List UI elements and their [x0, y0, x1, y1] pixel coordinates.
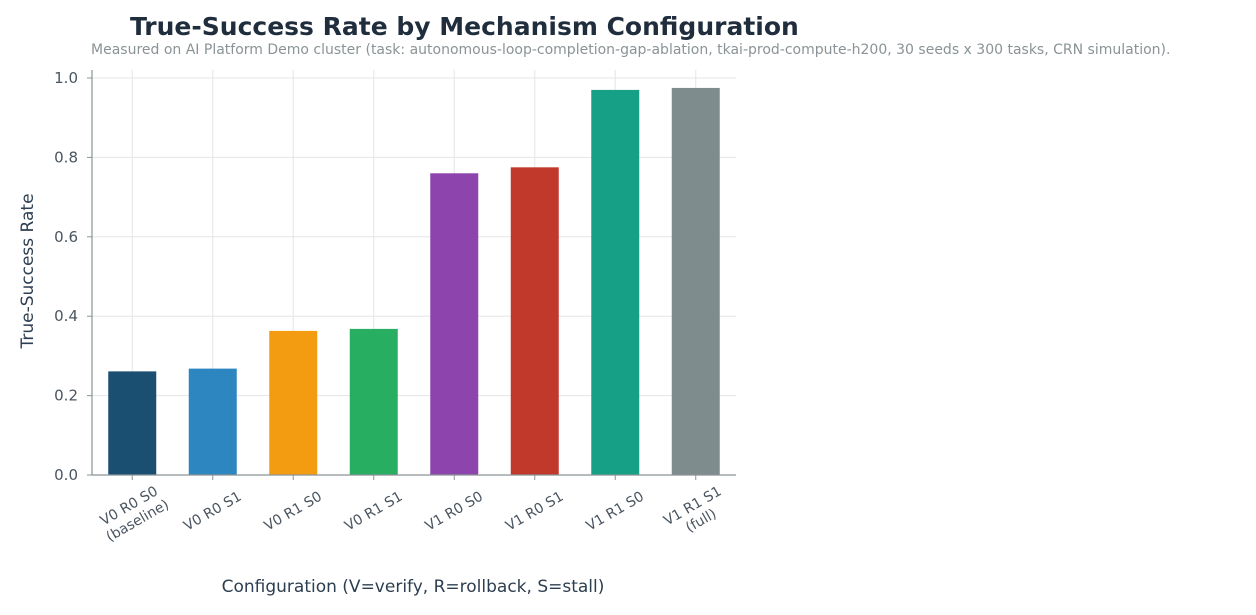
- chart-subtitle: Measured on AI Platform Demo cluster (ta…: [91, 42, 1171, 58]
- axes: [91, 70, 736, 476]
- y-tick-label: 1.0: [54, 69, 78, 87]
- bar: [269, 330, 318, 475]
- bars: [108, 87, 720, 476]
- bar: [349, 328, 398, 475]
- y-tick-label: 0.8: [54, 148, 78, 166]
- x-tick-label: V1 R1 S0: [584, 489, 647, 535]
- gridlines: [92, 70, 736, 476]
- bar: [188, 368, 237, 475]
- x-tick-label: V1 R1 S1(full): [661, 483, 733, 543]
- bar: [430, 173, 479, 475]
- y-axis-label: True-Success Rate: [18, 193, 38, 349]
- x-axis-label: Configuration (V=verify, R=rollback, S=s…: [222, 577, 605, 597]
- x-tick-label: V0 R0 S1: [181, 489, 244, 535]
- y-tick-label: 0.4: [54, 307, 78, 325]
- y-tick-label: 0.2: [54, 387, 78, 405]
- bar: [510, 167, 559, 475]
- y-tick-label: 0.6: [54, 228, 78, 246]
- x-tick-label: V0 R0 S0(baseline): [95, 482, 172, 545]
- bar: [108, 371, 157, 475]
- x-tick-label: V1 R0 S1: [503, 489, 566, 535]
- y-ticks: 0.0 0.2 0.4 0.6 0.8 1.0: [54, 69, 92, 484]
- x-tick-label: V0 R1 S1: [342, 489, 405, 535]
- y-tick-label: 0.0: [54, 466, 78, 484]
- bar: [591, 89, 640, 475]
- x-ticks: V0 R0 S0(baseline) V0 R0 S1 V0 R1 S0 V0 R1 …: [95, 475, 733, 545]
- x-tick-label: V0 R1 S0: [262, 489, 325, 535]
- bar: [671, 87, 720, 476]
- chart-title: True-Success Rate by Mechanism Configura…: [130, 12, 799, 41]
- x-tick-label: V1 R0 S0: [423, 489, 486, 535]
